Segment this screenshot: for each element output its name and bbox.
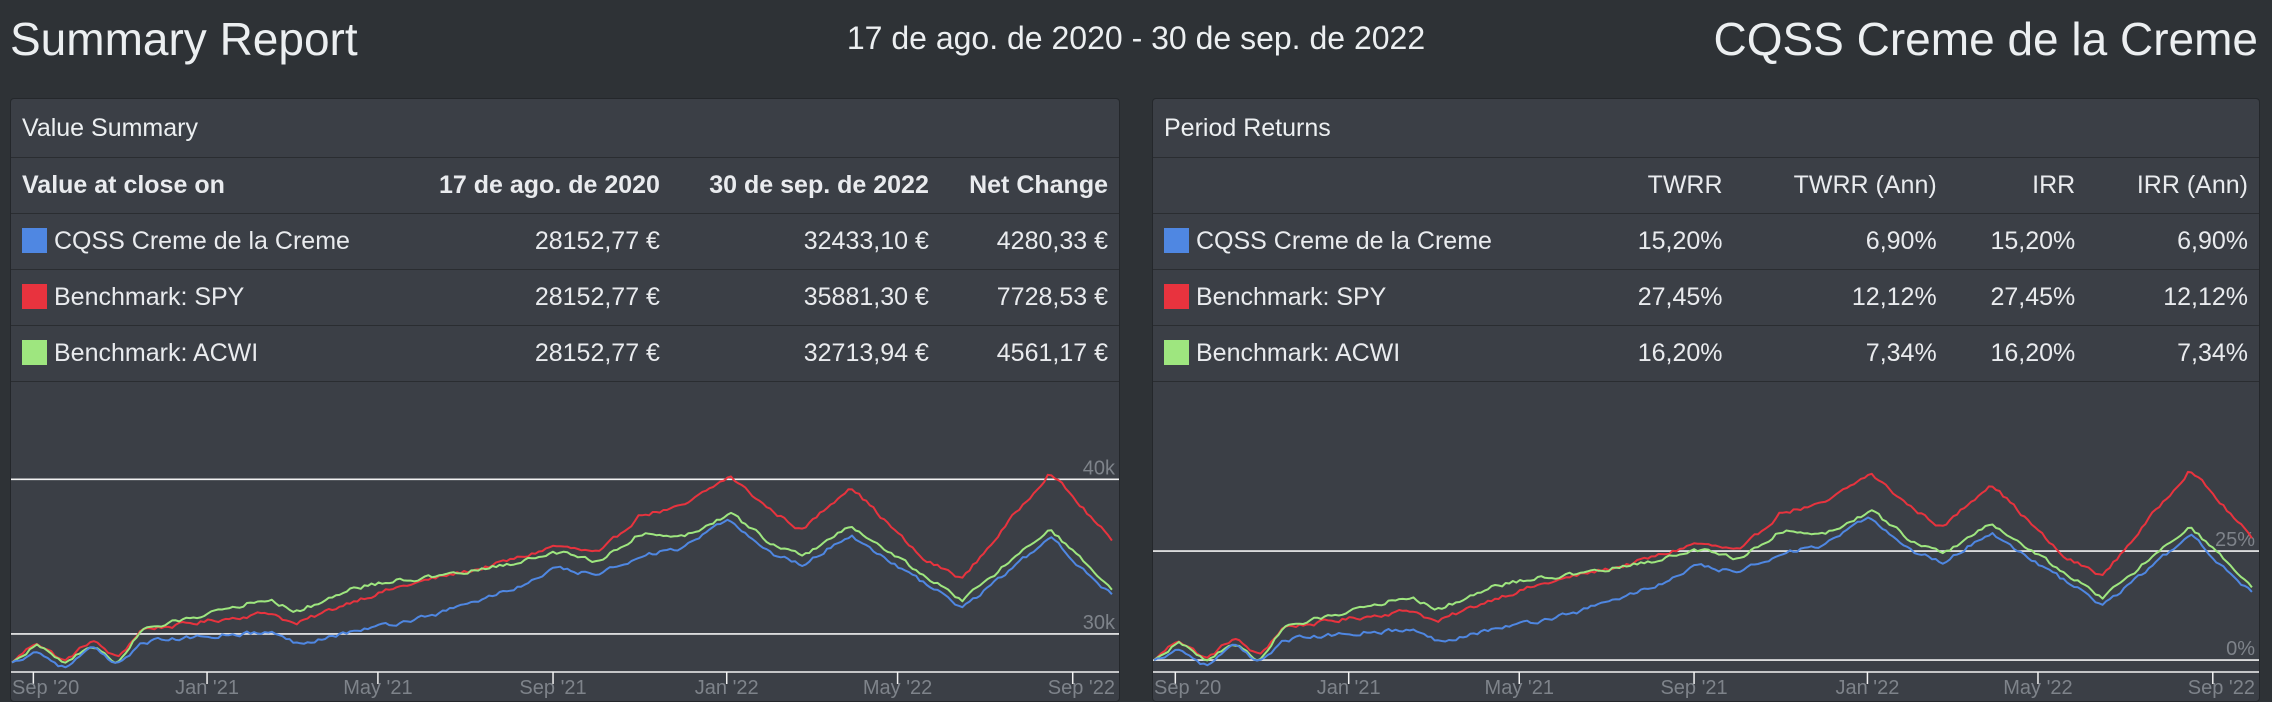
x-tick-label: Sep '22 [1048,677,1115,699]
twrr-value: 27,45% [1595,269,1734,326]
row-name-cell: Benchmark: SPY [1153,269,1595,326]
row-name: Benchmark: SPY [54,283,245,311]
returns-chart: 0% 25% Sep '20 Jan '21 May '21 Sep '21 Jan '22… [1153,470,2259,699]
color-swatch [22,284,47,309]
irr-value: 15,20% [1947,213,2087,270]
table-row: Benchmark: SPY 27,45% 12,12% 27,45% 12,1… [1153,269,2259,326]
color-swatch [1164,228,1189,253]
panel-title: Value Summary [11,99,1119,158]
period-returns-panel: Period Returns TWRR TWRR (Ann) IRR IRR (… [1152,98,2260,702]
end-value: 35881,30 € [670,269,940,326]
series-line [1153,516,2253,667]
date-range: 17 de ago. de 2020 - 30 de sep. de 2022 [846,20,1426,56]
row-name: Benchmark: ACWI [1196,339,1401,367]
row-name-cell: Benchmark: SPY [11,269,401,326]
end-value: 32433,10 € [670,213,940,270]
row-name: Benchmark: ACWI [54,339,259,367]
start-value: 28152,77 € [400,213,671,270]
y-tick-label: 25% [2215,529,2255,551]
x-tick-label: Sep '21 [1660,677,1727,699]
series-line [11,518,1113,669]
irr-value: 27,45% [1947,269,2087,326]
twrr-value: 16,20% [1595,325,1734,382]
twrr-ann-value: 6,90% [1733,213,1948,270]
row-name-cell: Benchmark: ACWI [1153,325,1595,382]
portfolio-name: CQSS Creme de la Creme [1713,13,2259,65]
net-change: 4561,17 € [939,325,1119,382]
series-line [1153,470,2253,661]
column-header: Value at close on [11,158,401,214]
color-swatch [22,340,47,365]
x-tick-label: Jan '21 [175,677,239,699]
color-swatch [22,228,47,253]
period-returns-table: TWRR TWRR (Ann) IRR IRR (Ann) CQSS Creme… [1153,158,2259,382]
series-line [11,473,1113,664]
twrr-ann-value: 7,34% [1733,325,1948,382]
x-tick-label: May '22 [863,677,932,699]
column-header [1153,158,1595,214]
irr-ann-value: 12,12% [2086,269,2259,326]
color-swatch [1164,340,1189,365]
x-tick-label: Sep '22 [2188,677,2255,699]
column-header: 17 de ago. de 2020 [400,158,671,214]
y-tick-label: 30k [1083,612,1116,634]
table-row: Benchmark: ACWI 16,20% 7,34% 16,20% 7,34… [1153,325,2259,382]
series-line [11,511,1113,664]
irr-ann-value: 7,34% [2086,325,2259,382]
value-chart: 30k 40k Sep '20 Jan '21 May '21 Sep '21 Jan '2… [11,457,1119,699]
y-tick-label: 0% [2226,638,2255,660]
x-tick-label: May '21 [343,677,412,699]
column-header: IRR (Ann) [2086,158,2259,214]
value-summary-table: Value at close on 17 de ago. de 2020 30 … [11,158,1119,382]
row-name: CQSS Creme de la Creme [54,227,350,255]
value-summary-panel: Value Summary Value at close on 17 de ag… [10,98,1120,702]
x-tick-label: Sep '20 [1154,677,1221,699]
x-tick-label: Jan '22 [1835,677,1899,699]
start-value: 28152,77 € [400,325,671,382]
irr-ann-value: 6,90% [2086,213,2259,270]
row-name: Benchmark: SPY [1196,283,1387,311]
table-row: Benchmark: SPY 28152,77 € 35881,30 € 772… [11,269,1119,326]
irr-value: 16,20% [1947,325,2087,382]
color-swatch [1164,284,1189,309]
net-change: 7728,53 € [939,269,1119,326]
net-change: 4280,33 € [939,213,1119,270]
row-name-cell: CQSS Creme de la Creme [11,213,401,270]
twrr-ann-value: 12,12% [1733,269,1948,326]
twrr-value: 15,20% [1595,213,1734,270]
column-header: Net Change [939,158,1119,214]
table-row: Benchmark: ACWI 28152,77 € 32713,94 € 45… [11,325,1119,382]
row-name-cell: Benchmark: ACWI [11,325,401,382]
series-line [1153,509,2253,662]
row-name: CQSS Creme de la Creme [1196,227,1492,255]
x-tick-label: Sep '21 [519,677,586,699]
x-tick-label: Jan '22 [695,677,759,699]
x-tick-label: May '21 [1485,677,1554,699]
column-header: TWRR (Ann) [1733,158,1948,214]
x-tick-label: May '22 [2003,677,2072,699]
y-tick-label: 40k [1083,457,1116,479]
table-header-row: Value at close on 17 de ago. de 2020 30 … [11,158,1119,214]
table-row: CQSS Creme de la Creme 15,20% 6,90% 15,2… [1153,213,2259,270]
table-header-row: TWRR TWRR (Ann) IRR IRR (Ann) [1153,158,2259,214]
column-header: TWRR [1595,158,1734,214]
report-title: Summary Report [10,13,358,65]
table-row: CQSS Creme de la Creme 28152,77 € 32433,… [11,213,1119,270]
end-value: 32713,94 € [670,325,940,382]
report-header: Summary Report 17 de ago. de 2020 - 30 d… [0,0,2272,78]
x-tick-label: Jan '21 [1317,677,1381,699]
panel-title: Period Returns [1153,99,2259,158]
column-header: 30 de sep. de 2022 [670,158,940,214]
row-name-cell: CQSS Creme de la Creme [1153,213,1595,270]
x-tick-label: Sep '20 [12,677,79,699]
start-value: 28152,77 € [400,269,671,326]
column-header: IRR [1947,158,2087,214]
